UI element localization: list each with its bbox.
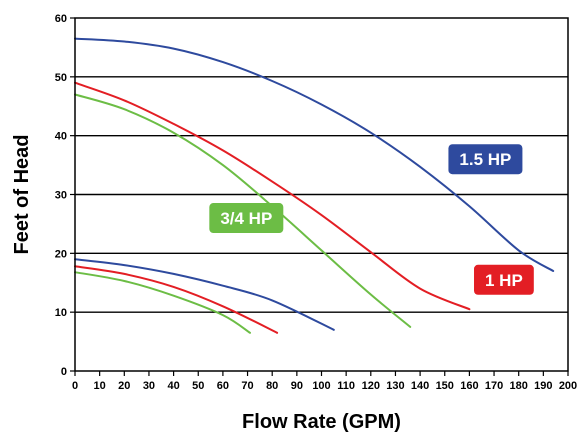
x-tick-label: 30	[143, 380, 155, 392]
x-tick-label: 190	[534, 380, 552, 392]
x-tick-label: 180	[510, 380, 528, 392]
x-tick-label: 170	[485, 380, 503, 392]
y-tick-label: 50	[55, 72, 67, 84]
y-tick-label: 0	[61, 366, 67, 378]
badge-text: 3/4 HP	[220, 209, 272, 228]
x-tick-label: 10	[94, 380, 106, 392]
series-label-badge: 1 HP	[474, 265, 534, 295]
x-tick-label: 140	[411, 380, 429, 392]
x-tick-label: 150	[436, 380, 454, 392]
x-tick-label: 70	[241, 380, 253, 392]
badge-text: 1 HP	[485, 271, 523, 290]
x-tick-label: 90	[291, 380, 303, 392]
x-tick-label: 160	[460, 380, 478, 392]
y-tick-label: 60	[55, 13, 67, 25]
series-line-3	[75, 259, 334, 330]
x-tick-label: 100	[312, 380, 330, 392]
y-tick-label: 10	[55, 307, 67, 319]
y-tick-label: 30	[55, 190, 67, 202]
x-tick-label: 130	[386, 380, 404, 392]
series-line-5	[75, 272, 250, 333]
x-tick-label: 110	[337, 380, 355, 392]
y-tick-label: 20	[55, 248, 67, 260]
x-tick-label: 50	[192, 380, 204, 392]
x-axis-ticks: 0 10 20 30 40 50 60 70 80 90 100 110 120 130 140 150 160…	[72, 371, 577, 392]
x-tick-label: 120	[362, 380, 380, 392]
series-label-badge: 3/4 HP	[209, 203, 283, 233]
x-tick-label: 20	[118, 380, 130, 392]
x-tick-label: 80	[266, 380, 278, 392]
x-axis-title: Flow Rate (GPM)	[242, 411, 401, 433]
x-tick-label: 200	[559, 380, 577, 392]
y-axis-ticks: 0 10 20 30 40 50 60	[55, 13, 75, 378]
series-label-badge: 1.5 HP	[448, 144, 522, 174]
x-tick-label: 0	[72, 380, 78, 392]
x-tick-label: 40	[167, 380, 179, 392]
badge-text: 1.5 HP	[459, 150, 511, 169]
y-axis-title: Feet of Head	[11, 134, 33, 254]
x-tick-label: 60	[217, 380, 229, 392]
y-tick-label: 40	[55, 131, 67, 143]
